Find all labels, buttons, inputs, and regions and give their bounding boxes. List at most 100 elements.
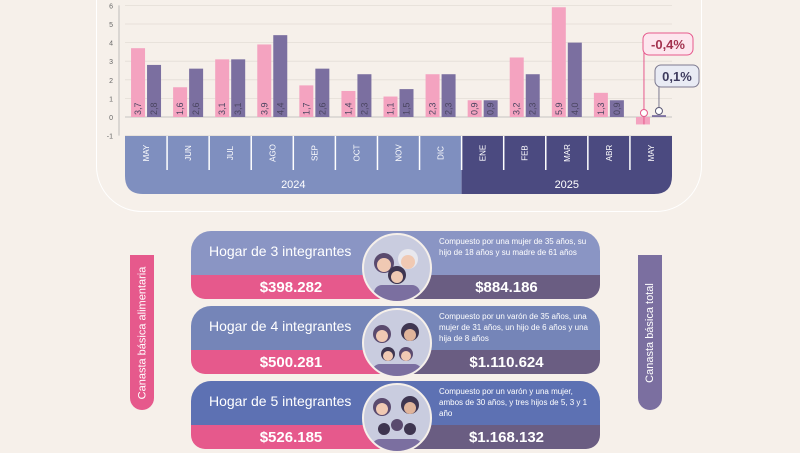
x-tick-label: MAR	[563, 144, 572, 162]
household-description: Compuesto por una mujer de 35 años, su h…	[439, 237, 587, 257]
data-label: 3,2	[512, 102, 522, 115]
y-tick-label: 1	[109, 96, 113, 103]
household-title: Hogar de 4 integrantes	[209, 318, 352, 334]
data-label: 2,3	[428, 102, 438, 115]
bar	[593, 92, 608, 117]
bar	[651, 115, 666, 117]
data-label: 0,9	[612, 102, 622, 115]
household-card-3: Hogar de 3 integrantes Compuesto por una…	[191, 231, 600, 303]
family-illustration-icon	[362, 233, 432, 303]
callout-box	[654, 64, 700, 88]
callout-value: -0,4%	[651, 37, 685, 52]
x-tick-label: MAY	[142, 144, 151, 161]
value-alimentaria: $398.282	[191, 275, 391, 299]
data-label: 0,9	[486, 102, 496, 115]
callout-box	[642, 32, 694, 56]
value-alimentaria: $526.185	[191, 425, 391, 449]
family-illustration-icon	[362, 383, 432, 453]
bar	[567, 42, 582, 117]
bar	[525, 74, 540, 117]
bar	[509, 57, 524, 117]
data-label: 4,4	[275, 102, 285, 115]
data-label: 1,3	[596, 102, 606, 115]
data-label: 1,7	[301, 102, 311, 115]
x-tick-label: ENE	[479, 145, 488, 161]
data-label: 3,1	[233, 102, 243, 115]
callout-marker	[654, 107, 663, 115]
data-label: 4,0	[570, 102, 580, 115]
data-label: 1,4	[343, 102, 353, 115]
x-tick-label: NOV	[395, 144, 404, 162]
callout-value: 0,1%	[662, 69, 692, 84]
data-label: 5,9	[554, 102, 564, 115]
x-tick-label: SEP	[310, 145, 319, 161]
x-tick-label: MAY	[647, 144, 656, 161]
household-description: Compuesto por un varón de 35 años, una m…	[439, 312, 588, 343]
x-tick-label: AGO	[268, 144, 277, 162]
year-band-2025	[461, 136, 672, 194]
bar	[467, 100, 482, 117]
household-title: Hogar de 5 integrantes	[209, 393, 352, 409]
y-tick-label: 3	[109, 59, 113, 66]
data-label: 3,9	[259, 102, 269, 115]
bar	[383, 96, 398, 117]
callout-marker	[639, 109, 648, 117]
bar	[273, 35, 288, 117]
bar	[399, 89, 414, 117]
y-tick-label: 4	[109, 41, 113, 48]
data-label: 2,3	[444, 102, 454, 115]
data-label: 2,3	[528, 102, 538, 115]
x-tick-label: JUN	[184, 145, 193, 161]
x-tick-label: ABR	[605, 145, 614, 162]
x-tick-label: FEB	[521, 145, 530, 161]
bar	[609, 100, 624, 117]
bar	[215, 59, 230, 117]
bar	[551, 7, 566, 117]
chart: -1 0 1 2 3 4 5 6 3,7 1,6 3,1 3,9 1,7 1,4 1,1 2,3 0,9 3,2 5…	[107, 3, 700, 194]
y-tick-label: 2	[109, 78, 113, 85]
bar	[315, 68, 330, 117]
y-tick-label: 5	[109, 22, 113, 29]
household-title: Hogar de 3 integrantes	[209, 243, 352, 259]
data-label: 2,3	[359, 102, 369, 115]
bar	[189, 68, 204, 117]
data-label: 2,6	[317, 102, 327, 115]
bar	[357, 74, 372, 117]
value-total: $1.168.132	[413, 425, 600, 449]
data-label: 1,1	[386, 102, 396, 115]
decorative-frame	[96, 0, 702, 212]
value-total: $1.110.624	[413, 350, 600, 374]
data-label: 0,9	[470, 102, 480, 115]
year-label: 2024	[281, 179, 305, 191]
bar	[147, 64, 162, 117]
bar	[441, 74, 456, 117]
bar	[231, 59, 246, 117]
bar	[173, 87, 188, 117]
family-illustration-icon	[362, 308, 432, 378]
data-label: 1,6	[175, 102, 185, 115]
bar	[483, 100, 498, 117]
side-label-alimentaria: Canasta básica alimentaria	[130, 255, 154, 410]
bar	[299, 85, 314, 117]
year-label: 2025	[555, 179, 579, 191]
household-card-5: Hogar de 5 integrantes Compuesto por un …	[191, 381, 600, 453]
data-label: 2,6	[191, 102, 201, 115]
x-tick-label: OCT	[352, 144, 361, 161]
y-tick-label: -1	[107, 134, 113, 141]
y-tick-label: 6	[109, 3, 113, 10]
data-label: 2,8	[149, 102, 159, 115]
bar	[635, 117, 650, 125]
household-card-4: Hogar de 4 integrantes Compuesto por un …	[191, 306, 600, 378]
bar	[341, 90, 356, 117]
bar	[425, 74, 440, 117]
bar	[257, 44, 272, 117]
x-tick-label: JUL	[226, 145, 235, 160]
bar	[131, 48, 146, 117]
data-label: 3,7	[133, 102, 143, 115]
x-tick-label: DIC	[437, 146, 446, 160]
side-label-total: Canasta básica total	[638, 255, 662, 410]
value-alimentaria: $500.281	[191, 350, 391, 374]
y-tick-label: 0	[109, 115, 113, 122]
data-label: 3,1	[217, 102, 227, 115]
data-label: 1,5	[402, 102, 412, 115]
